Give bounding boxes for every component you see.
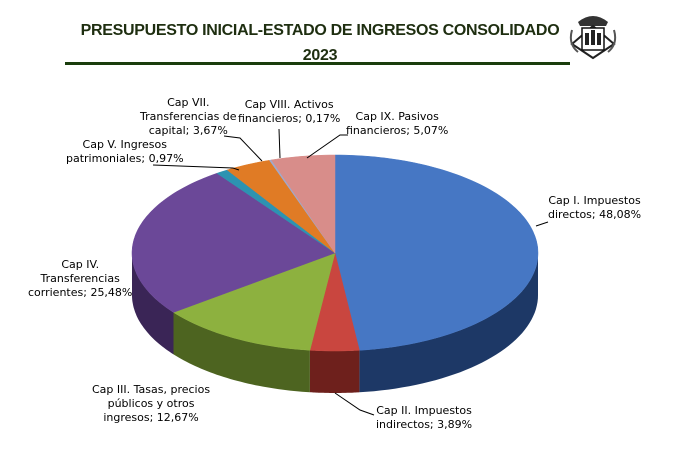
data-label-cap-v: Cap V. Ingresos patrimoniales; 0,97% — [66, 138, 184, 165]
data-label-cap-ii: Cap II. Impuestos indirectos; 3,89% — [376, 404, 473, 431]
pie-side-cap-i — [359, 253, 538, 393]
data-label-cap-i: Cap I. Impuestos directos; 48,08% — [548, 194, 642, 221]
coat-of-arms-logo — [569, 16, 617, 60]
pie-side-cap-ii — [309, 350, 360, 393]
pie-slice-cap-vii — [226, 160, 336, 254]
title-underline — [65, 62, 570, 65]
leader-line-cap-i — [535, 221, 549, 227]
pie-slice-cap-iii — [172, 252, 336, 351]
data-label-cap-iii: Cap III. Tasas, precios públicos y otros i… — [92, 383, 211, 424]
pie-side-cap-iii — [173, 312, 310, 393]
pie-slice-cap-i — [334, 154, 539, 351]
data-label-cap-iv: Cap IV. Transferencias corrientes; 25,48% — [28, 258, 133, 299]
data-label-cap-viii: Cap VIII. Activos financieros; 0,17% — [238, 98, 341, 125]
leader-line-cap-viii — [278, 128, 281, 159]
leader-line-cap-ix — [306, 134, 348, 159]
leader-line-cap-v — [152, 164, 240, 171]
leader-line-cap-ii — [334, 392, 375, 416]
leader-line-cap-vii — [223, 135, 263, 162]
chart-subtitle: 2023 — [302, 47, 338, 64]
pie-slice-cap-ix — [270, 154, 336, 254]
chart-title: PRESUPUESTO INICIAL-ESTADO DE INGRESOS C… — [60, 18, 580, 68]
pie-slice-cap-iv — [131, 173, 336, 313]
chart-title-main: PRESUPUESTO INICIAL-ESTADO DE INGRESOS C… — [80, 22, 560, 39]
pie-side-cap-iv — [132, 253, 174, 355]
pie-slice-cap-ii — [309, 252, 360, 352]
data-label-cap-vii: Cap VII. Transferencias de capital; 3,67% — [140, 96, 237, 137]
data-label-cap-ix: Cap IX. Pasivos financieros; 5,07% — [346, 110, 449, 137]
